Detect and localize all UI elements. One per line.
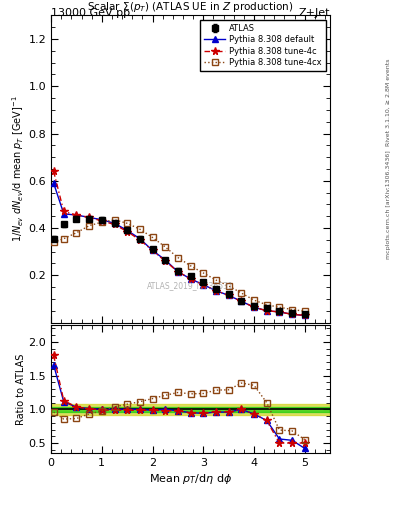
Pythia 8.308 default — [150, 247, 155, 253]
Pythia 8.308 tune-4c — [125, 228, 130, 234]
Pythia 8.308 tune-4c — [252, 304, 256, 310]
Pythia 8.308 tune-4c — [290, 311, 294, 317]
Pythia 8.308 tune-4c — [264, 308, 269, 314]
Pythia 8.308 default — [188, 276, 193, 282]
Pythia 8.308 tune-4c — [201, 282, 206, 288]
Pythia 8.308 tune-4cx — [188, 263, 193, 269]
Pythia 8.308 tune-4c — [226, 292, 231, 298]
Pythia 8.308 tune-4cx — [99, 219, 104, 225]
Pythia 8.308 tune-4cx — [226, 283, 231, 289]
Pythia 8.308 tune-4cx — [87, 223, 92, 229]
Pythia 8.308 tune-4c — [214, 288, 219, 294]
Pythia 8.308 tune-4c — [188, 276, 193, 282]
Line: Pythia 8.308 tune-4cx: Pythia 8.308 tune-4cx — [51, 217, 308, 314]
Pythia 8.308 tune-4c — [112, 221, 117, 227]
Pythia 8.308 tune-4cx — [302, 308, 307, 314]
Pythia 8.308 tune-4c — [51, 168, 56, 175]
Pythia 8.308 tune-4cx — [150, 234, 155, 241]
Pythia 8.308 default — [201, 282, 206, 288]
Pythia 8.308 tune-4cx — [125, 220, 130, 226]
Text: mcplots.cern.ch [arXiv:1306.3436]: mcplots.cern.ch [arXiv:1306.3436] — [386, 151, 391, 259]
Pythia 8.308 default — [226, 292, 231, 298]
Pythia 8.308 tune-4c — [87, 215, 92, 221]
Pythia 8.308 tune-4c — [163, 258, 167, 264]
Pythia 8.308 tune-4c — [74, 212, 79, 218]
Pythia 8.308 default — [302, 312, 307, 318]
Text: 13000 GeV pp: 13000 GeV pp — [51, 8, 130, 18]
Pythia 8.308 tune-4cx — [176, 254, 180, 261]
Pythia 8.308 tune-4c — [239, 298, 244, 304]
Line: Pythia 8.308 default: Pythia 8.308 default — [51, 180, 308, 318]
Pythia 8.308 tune-4cx — [252, 297, 256, 303]
Y-axis label: $1/N_{ev}$ $dN_{ev}$/d mean $p_T$ [GeV]$^{-1}$: $1/N_{ev}$ $dN_{ev}$/d mean $p_T$ [GeV]$… — [10, 96, 26, 242]
Pythia 8.308 default — [87, 215, 92, 221]
Pythia 8.308 tune-4cx — [138, 226, 142, 232]
Pythia 8.308 tune-4c — [150, 247, 155, 253]
Pythia 8.308 tune-4cx — [74, 230, 79, 236]
Pythia 8.308 default — [51, 180, 56, 186]
Pythia 8.308 tune-4c — [302, 312, 307, 318]
Pythia 8.308 tune-4cx — [239, 290, 244, 296]
Pythia 8.308 default — [264, 308, 269, 314]
Pythia 8.308 tune-4cx — [214, 277, 219, 283]
Pythia 8.308 default — [290, 311, 294, 317]
Title: Scalar $\Sigma(p_T)$ (ATLAS UE in $Z$ production): Scalar $\Sigma(p_T)$ (ATLAS UE in $Z$ pr… — [87, 0, 294, 14]
Legend: ATLAS, Pythia 8.308 default, Pythia 8.308 tune-4c, Pythia 8.308 tune-4cx: ATLAS, Pythia 8.308 default, Pythia 8.30… — [200, 19, 326, 71]
Pythia 8.308 tune-4c — [176, 269, 180, 275]
Pythia 8.308 tune-4c — [138, 237, 142, 243]
Pythia 8.308 default — [138, 236, 142, 242]
Pythia 8.308 tune-4cx — [163, 244, 167, 250]
Text: ATLAS_2019_I1736531: ATLAS_2019_I1736531 — [147, 281, 234, 290]
Pythia 8.308 default — [214, 288, 219, 294]
X-axis label: Mean $p_T$/d$\eta$ d$\phi$: Mean $p_T$/d$\eta$ d$\phi$ — [149, 472, 232, 486]
Pythia 8.308 tune-4c — [277, 309, 282, 315]
Pythia 8.308 default — [61, 211, 66, 217]
Pythia 8.308 default — [163, 257, 167, 263]
Pythia 8.308 default — [176, 269, 180, 275]
Pythia 8.308 tune-4cx — [201, 270, 206, 276]
Pythia 8.308 tune-4cx — [277, 304, 282, 310]
Pythia 8.308 default — [277, 309, 282, 315]
Pythia 8.308 default — [112, 220, 117, 226]
Pythia 8.308 tune-4cx — [290, 307, 294, 313]
Pythia 8.308 default — [239, 298, 244, 304]
Y-axis label: Ratio to ATLAS: Ratio to ATLAS — [16, 353, 26, 425]
Pythia 8.308 tune-4cx — [112, 217, 117, 223]
Pythia 8.308 default — [99, 217, 104, 223]
Pythia 8.308 default — [125, 227, 130, 233]
Pythia 8.308 tune-4cx — [51, 239, 56, 245]
Pythia 8.308 default — [74, 212, 79, 218]
Pythia 8.308 tune-4c — [61, 208, 66, 215]
Line: Pythia 8.308 tune-4c: Pythia 8.308 tune-4c — [50, 167, 309, 319]
Pythia 8.308 default — [252, 304, 256, 310]
Pythia 8.308 tune-4c — [99, 218, 104, 224]
Text: Rivet 3.1.10, ≥ 2.8M events: Rivet 3.1.10, ≥ 2.8M events — [386, 59, 391, 146]
Pythia 8.308 tune-4cx — [264, 302, 269, 308]
Pythia 8.308 tune-4cx — [61, 236, 66, 242]
Text: Z+Jet: Z+Jet — [299, 8, 330, 18]
